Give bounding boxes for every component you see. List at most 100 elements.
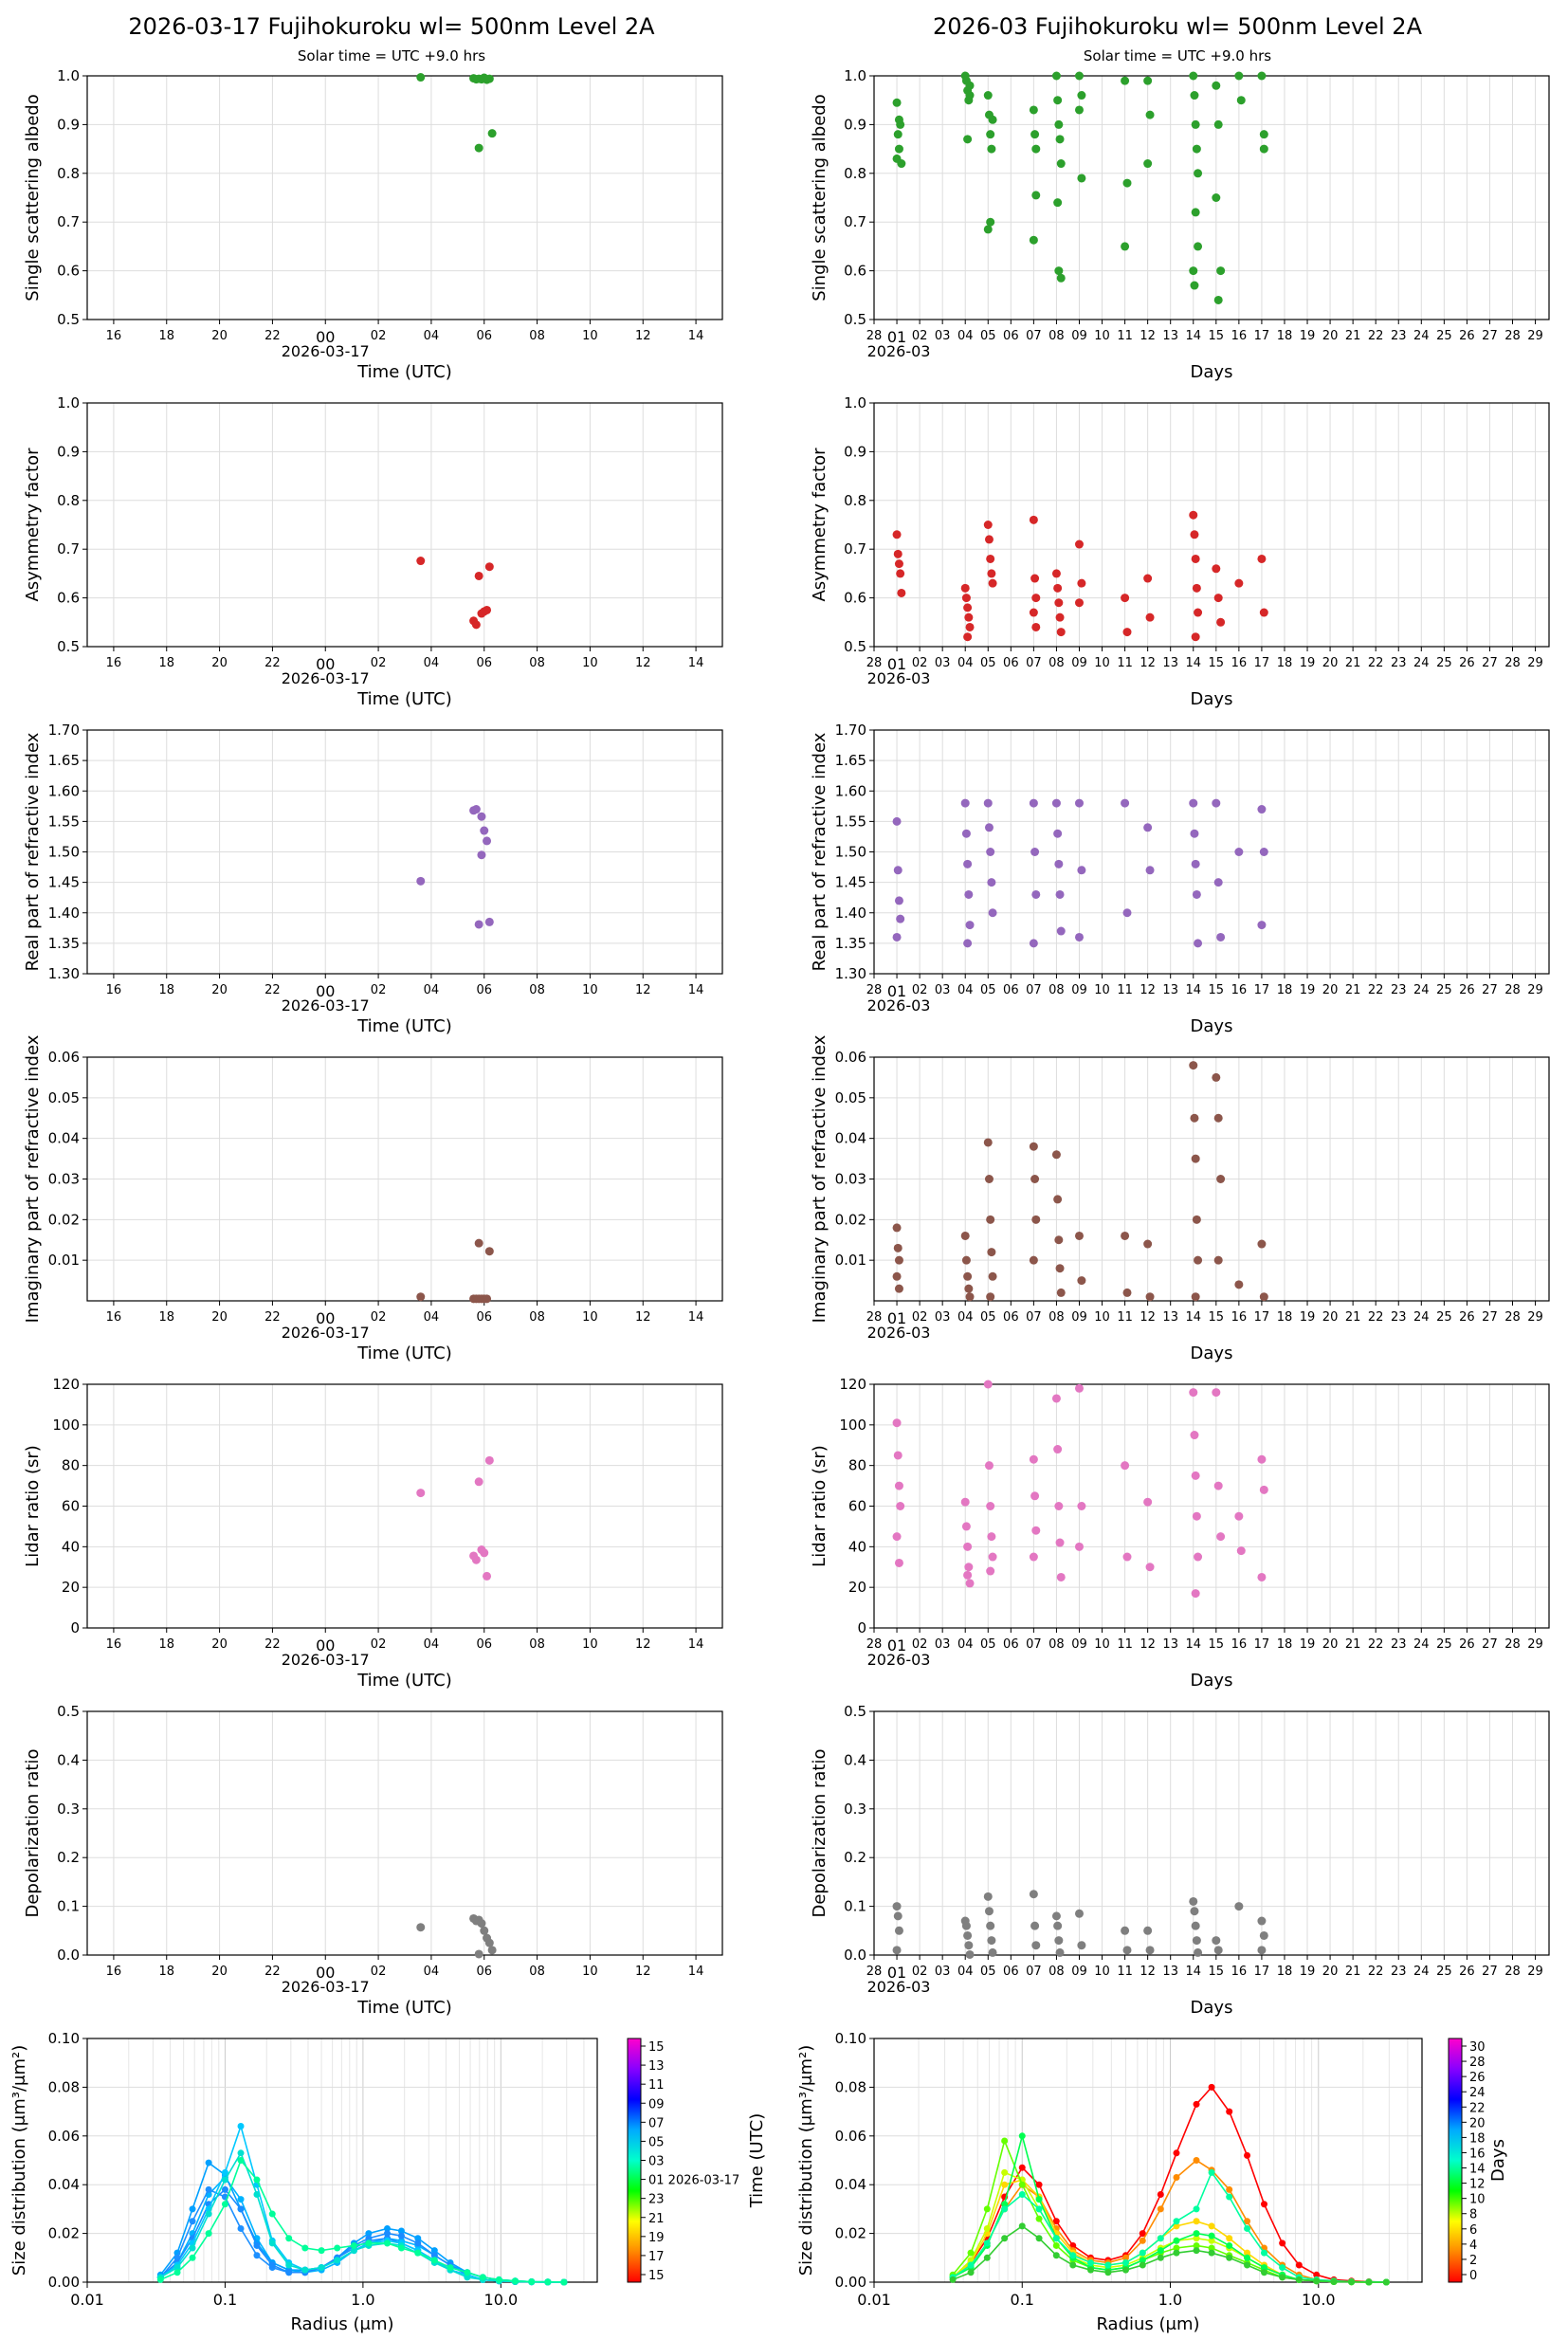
x-tick-label: 11 (1117, 656, 1133, 670)
series-point (221, 2185, 228, 2193)
y-tick-label: 0.04 (835, 1130, 866, 1147)
x-tick-label: 19 (1300, 656, 1316, 670)
right-subtitle: Solar time = UTC +9.0 hrs (1084, 47, 1271, 64)
y-tick-label: 0.08 (835, 2078, 866, 2095)
series-point (205, 2230, 212, 2238)
data-point (1031, 191, 1041, 200)
series-point (237, 2224, 245, 2232)
x-tick-label: 23 (1391, 1965, 1407, 1979)
x-tick-label: 20 (211, 329, 228, 343)
x-tick-label: 26 (1459, 1965, 1475, 1979)
x-tick-label: 01 (887, 655, 906, 673)
data-point (471, 805, 481, 814)
data-point (1121, 1231, 1130, 1240)
x-tick-label: 1.0 (1158, 2291, 1182, 2309)
x-tick-label: 20 (1322, 656, 1339, 670)
data-point (1074, 1542, 1084, 1551)
x-tick-label: 20 (1322, 1965, 1339, 1979)
x-tick-label: 08 (1048, 983, 1065, 997)
x-tick-label: 00 (316, 655, 335, 673)
data-point (1257, 71, 1267, 81)
monthly-panel-6: 0.0 0.1 0.2 0.3 0.4 0.5 Depolarization ratio 28… (810, 1703, 1550, 2018)
data-point (896, 914, 905, 923)
series-point (253, 2190, 261, 2198)
x-tick-label: 28 (866, 656, 883, 670)
data-point (1053, 829, 1063, 838)
size-distribution-daily: 0.00 0.02 0.04 0.06 0.08 0.10 Size distributio… (9, 2030, 598, 2334)
data-point (1051, 569, 1061, 578)
series-point (949, 2276, 957, 2283)
x-tick-label: 28 (1504, 983, 1521, 997)
colorbar-tick-label: 03 (648, 2155, 665, 2169)
y-tick-label: 1.0 (57, 394, 80, 411)
x-tick-label: 16 (1231, 1310, 1248, 1325)
data-point (1056, 926, 1066, 936)
data-point (964, 1563, 974, 1572)
x-tick-label: 18 (158, 1965, 174, 1979)
data-point (892, 1902, 902, 1911)
x-tick-label: 04 (957, 1965, 974, 1979)
data-point (988, 115, 997, 124)
x-tick-label: 13 (1162, 1310, 1178, 1325)
data-point (1194, 169, 1203, 178)
series-point (967, 2249, 975, 2257)
x-tick-label: 17 (1254, 1637, 1270, 1652)
x-tick-label: 14 (688, 1637, 704, 1652)
colorbar-tick-label: 4 (1469, 2239, 1477, 2253)
series-point (1193, 2235, 1200, 2242)
colorbar-tick-label: 18 (1469, 2131, 1486, 2146)
series-point (1069, 2261, 1077, 2269)
data-point (964, 889, 974, 899)
x-tick-label: 12 (1140, 983, 1156, 997)
data-point (1194, 608, 1203, 617)
colorbar-tick-label: 01 2026-03-17 (648, 2174, 739, 2188)
colorbar-tick-label: 30 (1469, 2040, 1486, 2055)
y-axis-label: Asymmetry factor (23, 448, 43, 602)
y-tick-label: 60 (62, 1498, 80, 1515)
x-tick-label: 29 (1527, 983, 1543, 997)
data-point (965, 921, 975, 930)
x-tick-label: 01 (887, 1636, 906, 1654)
data-point (1189, 798, 1198, 808)
series-point (334, 2244, 341, 2252)
x-tick-label: 25 (1436, 983, 1452, 997)
y-tick-label: 1.0 (57, 67, 80, 84)
data-point (1122, 178, 1132, 188)
series-point (1018, 2222, 1026, 2230)
y-tick-label: 0.10 (835, 2030, 866, 2047)
data-point (892, 932, 902, 941)
series-point (1226, 2185, 1233, 2193)
x-tick-label: 16 (1231, 329, 1248, 343)
series-point (237, 2149, 245, 2157)
x-tick-label: 15 (1209, 1965, 1225, 1979)
series-line (159, 2123, 564, 2283)
series-point (1157, 2247, 1164, 2255)
y-tick-label: 0.2 (57, 1849, 80, 1866)
series-point (1208, 2168, 1215, 2176)
x-date-label: 2026-03-17 (282, 996, 370, 1015)
colorbar-tick-label: 22 (1469, 2101, 1486, 2115)
data-point (1213, 1255, 1223, 1265)
x-tick-label: 15 (1209, 656, 1225, 670)
series-point (285, 2235, 293, 2242)
y-tick-label: 1.70 (48, 722, 80, 739)
data-point (1029, 1255, 1038, 1265)
axes-frame (873, 729, 1550, 975)
x-tick-label: 05 (980, 1965, 996, 1979)
data-point (960, 1231, 970, 1240)
series-point (350, 2247, 357, 2255)
x-tick-label: 07 (1026, 656, 1042, 670)
series-point (414, 2239, 422, 2247)
x-tick-label: 12 (1140, 329, 1156, 343)
x-tick-label: 02 (912, 1637, 928, 1652)
x-tick-label: 02 (912, 656, 928, 670)
data-point (892, 1223, 902, 1233)
data-point (1257, 1572, 1267, 1581)
data-point (1029, 1142, 1038, 1151)
x-tick-label: 27 (1482, 656, 1498, 670)
colorbar-tick-label: 14 (1469, 2163, 1486, 2177)
y-tick-label: 0.8 (844, 492, 866, 509)
data-point (960, 1497, 970, 1507)
series-point (384, 2224, 392, 2232)
y-tick-label: 0.05 (48, 1089, 80, 1106)
